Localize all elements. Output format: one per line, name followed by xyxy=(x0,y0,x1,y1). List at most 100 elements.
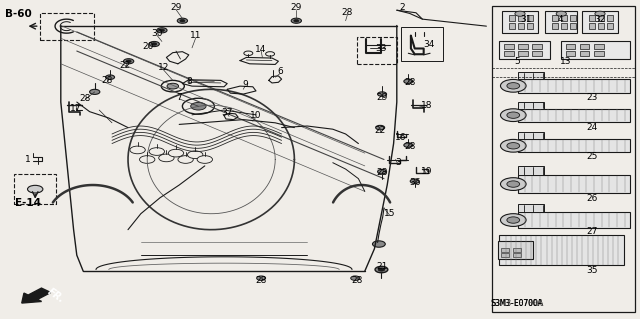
Bar xyxy=(357,37,397,64)
Text: 16: 16 xyxy=(395,133,406,142)
Circle shape xyxy=(257,276,266,280)
Text: 28: 28 xyxy=(404,78,415,87)
Text: 1: 1 xyxy=(25,155,30,164)
Bar xyxy=(518,15,524,21)
Text: 7: 7 xyxy=(177,93,182,102)
Circle shape xyxy=(149,148,164,155)
Bar xyxy=(509,23,515,29)
Bar xyxy=(598,15,604,21)
Text: 18: 18 xyxy=(420,101,432,110)
Text: 29: 29 xyxy=(376,93,388,102)
Bar xyxy=(498,241,533,259)
Bar xyxy=(545,11,577,33)
Circle shape xyxy=(188,151,203,159)
Bar xyxy=(607,23,613,29)
Bar xyxy=(566,44,575,49)
Text: E-14: E-14 xyxy=(15,197,40,208)
Circle shape xyxy=(191,102,206,110)
Bar xyxy=(566,51,575,56)
Text: 25: 25 xyxy=(586,152,598,161)
Circle shape xyxy=(507,83,520,89)
Bar xyxy=(518,139,630,152)
Bar xyxy=(14,174,56,204)
Text: 28: 28 xyxy=(79,94,91,103)
Circle shape xyxy=(294,19,299,22)
Circle shape xyxy=(351,276,360,280)
Text: 35: 35 xyxy=(586,266,598,275)
Circle shape xyxy=(168,149,184,157)
Circle shape xyxy=(266,52,275,56)
Bar xyxy=(513,253,521,257)
Text: FR.: FR. xyxy=(46,287,67,305)
Text: 29: 29 xyxy=(170,4,182,12)
Circle shape xyxy=(124,59,134,64)
Bar xyxy=(532,51,542,56)
Bar xyxy=(527,15,533,21)
Circle shape xyxy=(404,143,413,147)
Bar xyxy=(580,51,589,56)
Bar xyxy=(518,166,544,175)
Circle shape xyxy=(515,11,525,16)
Text: 21: 21 xyxy=(376,262,388,271)
Bar xyxy=(492,6,635,312)
Bar xyxy=(504,51,514,56)
Circle shape xyxy=(500,214,526,226)
Bar xyxy=(527,23,533,29)
Text: 2: 2 xyxy=(399,4,404,12)
Circle shape xyxy=(507,217,520,223)
Text: 27: 27 xyxy=(586,227,598,236)
Text: 12: 12 xyxy=(157,63,169,72)
Circle shape xyxy=(404,79,413,84)
Bar xyxy=(532,44,542,49)
FancyArrow shape xyxy=(22,288,51,303)
Bar xyxy=(401,27,443,61)
Bar xyxy=(594,51,604,56)
Text: 14: 14 xyxy=(255,45,267,54)
Circle shape xyxy=(595,11,605,16)
Circle shape xyxy=(378,169,387,174)
Text: 28: 28 xyxy=(102,76,113,85)
Bar xyxy=(518,101,544,109)
Bar xyxy=(594,44,604,49)
Circle shape xyxy=(180,19,185,22)
Bar xyxy=(518,212,630,228)
Bar xyxy=(518,132,544,139)
Circle shape xyxy=(152,43,157,45)
Text: 28: 28 xyxy=(404,142,415,151)
Circle shape xyxy=(130,146,145,154)
Text: 29: 29 xyxy=(291,4,302,12)
Circle shape xyxy=(197,156,212,163)
Text: 11: 11 xyxy=(190,31,202,40)
Text: 22: 22 xyxy=(120,61,131,70)
Text: 3: 3 xyxy=(396,158,401,167)
Circle shape xyxy=(161,80,184,92)
Bar xyxy=(561,15,567,21)
Bar xyxy=(570,23,576,29)
Text: 28: 28 xyxy=(351,276,363,285)
Circle shape xyxy=(500,139,526,152)
Circle shape xyxy=(500,79,526,92)
Text: 26: 26 xyxy=(586,194,598,203)
Text: 24: 24 xyxy=(586,123,598,132)
Text: 28: 28 xyxy=(342,8,353,17)
Text: 19: 19 xyxy=(420,167,432,176)
Bar xyxy=(598,23,604,29)
Bar xyxy=(518,175,630,193)
Circle shape xyxy=(376,125,385,130)
Circle shape xyxy=(291,18,301,23)
Bar xyxy=(518,51,528,56)
Circle shape xyxy=(507,143,520,149)
Text: 17: 17 xyxy=(70,104,81,113)
Bar xyxy=(509,15,515,21)
Bar xyxy=(561,23,567,29)
Bar xyxy=(518,204,544,212)
Circle shape xyxy=(500,178,526,190)
Bar xyxy=(504,44,514,49)
Text: 22: 22 xyxy=(374,126,386,135)
Text: 20: 20 xyxy=(142,42,154,51)
Text: 10: 10 xyxy=(250,111,262,120)
Bar xyxy=(589,23,595,29)
Circle shape xyxy=(556,11,566,16)
Circle shape xyxy=(178,156,193,163)
Bar xyxy=(501,248,509,252)
